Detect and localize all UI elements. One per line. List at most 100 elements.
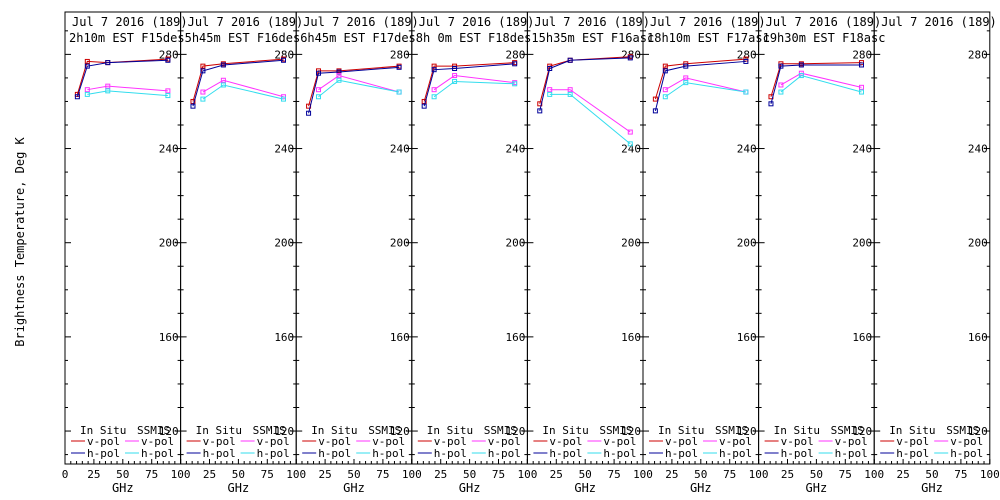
- y-tick-label: 160: [274, 331, 294, 344]
- point-insitu_h: [306, 110, 312, 116]
- y-tick-label: 120: [852, 425, 872, 438]
- legend-label-insitu_v: v-pol: [318, 435, 351, 448]
- panel-3: Jul 7 2016 (189) 6h45m EST F17des 120 160 20…: [295, 11, 422, 495]
- point-insitu_v: [190, 98, 196, 104]
- panel-title-overpass: 19h30m EST F18asc: [763, 31, 886, 45]
- point-ssmis_v: [200, 89, 206, 95]
- legend-label-ssmis_h: h-pol: [719, 447, 752, 460]
- series-ssmis_h: [87, 90, 168, 97]
- y-tick-label: 120: [506, 425, 526, 438]
- x-axis-label: GHz: [690, 481, 712, 495]
- point-insitu_v: [200, 63, 206, 69]
- panel-title-date: Jul 7 2016 (189): [72, 15, 188, 29]
- x-tick-label: 75: [839, 468, 852, 481]
- legend-label-ssmis_v: v-pol: [257, 435, 290, 448]
- legend-label-ssmis_h: h-pol: [835, 447, 868, 460]
- legend-label-insitu_h: h-pol: [896, 447, 929, 460]
- point-ssmis_v: [683, 75, 689, 81]
- y-tick-label: 160: [390, 331, 410, 344]
- legend-header-ssmis: SSMIS: [599, 424, 632, 437]
- y-tick-label: 120: [621, 425, 641, 438]
- y-tick-label: 240: [852, 143, 872, 156]
- x-tick-label: 100: [402, 468, 422, 481]
- legend-header-ssmis: SSMIS: [368, 424, 401, 437]
- legend-label-ssmis_v: v-pol: [372, 435, 405, 448]
- point-insitu_h: [280, 57, 286, 63]
- y-tick-label: 120: [274, 425, 294, 438]
- point-ssmis_v: [662, 87, 668, 93]
- panel-title-overpass: 5h45m EST F16des: [185, 31, 301, 45]
- point-ssmis_h: [280, 96, 286, 102]
- x-tick-label: 25: [665, 468, 678, 481]
- x-axis-label: GHz: [112, 481, 134, 495]
- x-axis-label: GHz: [228, 481, 250, 495]
- x-axis-label: GHz: [343, 481, 365, 495]
- point-insitu_h: [190, 103, 196, 109]
- y-tick-label: 200: [390, 237, 410, 250]
- legend-label-insitu_h: h-pol: [318, 447, 351, 460]
- x-tick-label: 75: [376, 468, 389, 481]
- panel-title-date: Jul 7 2016 (189): [881, 15, 997, 29]
- point-insitu_h: [74, 94, 80, 100]
- point-ssmis_v: [431, 87, 437, 93]
- series-ssmis_h: [780, 75, 862, 93]
- series-ssmis_v: [780, 72, 862, 88]
- legend-header-ssmis: SSMIS: [253, 424, 286, 437]
- series-insitu_v: [423, 62, 515, 102]
- point-insitu_h: [165, 57, 171, 63]
- panel-2: Jul 7 2016 (189) 5h45m EST F16des 120 160 20…: [180, 11, 306, 495]
- series-ssmis_v: [202, 79, 284, 98]
- series-insitu_v: [192, 58, 284, 102]
- y-tick-label: 200: [274, 237, 294, 250]
- legend-label-ssmis_h: h-pol: [603, 447, 636, 460]
- point-insitu_h: [662, 68, 668, 74]
- x-tick-label: 50: [579, 468, 592, 481]
- series-insitu_v: [770, 62, 862, 97]
- point-insitu_h: [547, 66, 553, 71]
- y-tick-label: 160: [621, 331, 641, 344]
- legend-label-insitu_v: v-pol: [203, 435, 236, 448]
- x-tick-label: 75: [723, 468, 736, 481]
- point-insitu_h: [512, 61, 518, 67]
- point-insitu_h: [220, 62, 226, 68]
- legend-header-ssmis: SSMIS: [831, 424, 864, 437]
- series-insitu_h: [770, 64, 862, 104]
- y-tick-label: 160: [852, 331, 872, 344]
- point-insitu_h: [627, 55, 633, 61]
- panel-title-overpass: 6h45m EST F17des: [300, 31, 416, 45]
- x-tick-label: 50: [463, 468, 476, 481]
- legend-header-insitu: In Situ: [889, 424, 935, 437]
- series-ssmis_h: [318, 79, 400, 98]
- point-insitu_h: [652, 108, 658, 114]
- y-tick-label: 240: [621, 143, 641, 156]
- y-tick-label: 200: [506, 237, 526, 250]
- y-tick-label: 280: [159, 48, 179, 61]
- panel-1: Jul 7 2016 (189) 2h10m EST F15des 120 160 20…: [62, 11, 191, 495]
- x-tick-label: 25: [781, 468, 794, 481]
- legend-label-insitu_v: v-pol: [781, 435, 814, 448]
- panel-6: Jul 7 2016 (189) 18h10m EST F17asc 120 160 2…: [642, 11, 770, 495]
- point-ssmis_h: [683, 80, 689, 86]
- point-ssmis_v: [316, 87, 322, 93]
- point-insitu_h: [683, 63, 689, 69]
- y-tick-label: 240: [390, 143, 410, 156]
- y-tick-label: 120: [968, 425, 988, 438]
- y-tick-label: 120: [390, 425, 410, 438]
- point-insitu_h: [84, 63, 90, 69]
- point-insitu_h: [743, 58, 749, 64]
- series-ssmis_v: [549, 89, 631, 133]
- x-tick-label: 25: [896, 468, 909, 481]
- series-insitu_h: [192, 59, 284, 107]
- legend-label-insitu_h: h-pol: [434, 447, 467, 460]
- x-tick-label: 50: [925, 468, 938, 481]
- legend-label-insitu_v: v-pol: [434, 435, 467, 448]
- y-tick-label: 160: [506, 331, 526, 344]
- point-ssmis_h: [567, 91, 573, 97]
- point-ssmis_h: [858, 89, 864, 95]
- y-tick-label: 280: [737, 48, 757, 61]
- legend-label-ssmis_v: v-pol: [835, 435, 868, 448]
